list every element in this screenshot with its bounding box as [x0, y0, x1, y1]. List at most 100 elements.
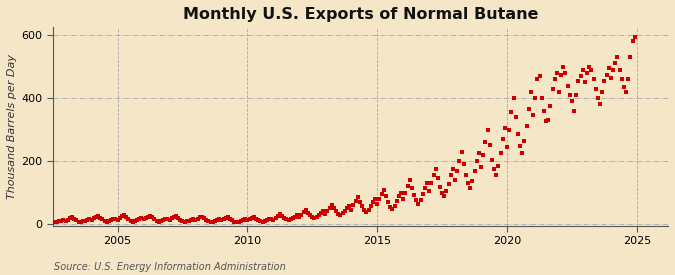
- Point: [279, 216, 290, 220]
- Point: [363, 207, 374, 212]
- Point: [272, 214, 283, 218]
- Point: [136, 216, 146, 221]
- Point: [562, 83, 573, 88]
- Point: [588, 77, 599, 81]
- Point: [227, 218, 238, 222]
- Point: [194, 215, 205, 220]
- Point: [356, 204, 367, 209]
- Point: [76, 220, 86, 224]
- Point: [376, 192, 387, 196]
- Point: [196, 214, 207, 219]
- Point: [286, 217, 296, 221]
- Point: [342, 206, 352, 211]
- Point: [564, 93, 575, 97]
- Point: [413, 201, 424, 206]
- Point: [264, 217, 275, 222]
- Point: [88, 216, 99, 221]
- Point: [268, 218, 279, 222]
- Point: [182, 219, 192, 223]
- Point: [480, 140, 491, 144]
- Point: [504, 127, 514, 132]
- Point: [331, 209, 342, 214]
- Point: [223, 214, 234, 219]
- Point: [381, 194, 392, 199]
- Point: [288, 216, 298, 220]
- Point: [591, 86, 601, 91]
- Point: [47, 220, 58, 224]
- Point: [250, 216, 261, 221]
- Point: [292, 213, 302, 218]
- Point: [404, 178, 415, 182]
- Point: [569, 109, 580, 113]
- Point: [180, 220, 190, 224]
- Point: [123, 217, 134, 221]
- Point: [322, 209, 333, 213]
- Point: [90, 215, 101, 219]
- Point: [275, 212, 286, 216]
- Point: [311, 215, 322, 219]
- Point: [166, 216, 177, 220]
- Point: [138, 217, 149, 222]
- Point: [521, 124, 532, 129]
- Point: [616, 77, 627, 81]
- Point: [354, 200, 365, 204]
- Point: [523, 107, 534, 111]
- Point: [406, 186, 417, 190]
- Point: [346, 207, 356, 212]
- Point: [383, 200, 394, 204]
- Point: [491, 173, 502, 177]
- Point: [95, 216, 106, 220]
- Point: [290, 214, 300, 219]
- Point: [327, 202, 338, 207]
- Point: [478, 153, 489, 157]
- Point: [225, 216, 236, 221]
- Point: [398, 197, 408, 201]
- Point: [130, 219, 140, 223]
- Point: [236, 219, 246, 223]
- Point: [443, 182, 454, 186]
- Point: [283, 218, 294, 222]
- Point: [493, 164, 504, 168]
- Point: [517, 151, 528, 155]
- Point: [261, 218, 272, 222]
- Point: [566, 99, 577, 103]
- Point: [97, 217, 108, 222]
- Point: [51, 220, 62, 224]
- Point: [248, 214, 259, 219]
- Point: [121, 215, 132, 219]
- Point: [348, 203, 359, 207]
- Point: [173, 216, 184, 220]
- Point: [238, 218, 248, 222]
- Point: [352, 195, 363, 199]
- Point: [92, 214, 103, 218]
- Point: [160, 217, 171, 222]
- Point: [302, 211, 313, 215]
- Point: [608, 68, 618, 72]
- Point: [415, 197, 426, 202]
- Point: [389, 204, 400, 208]
- Point: [433, 176, 443, 181]
- Point: [192, 216, 203, 221]
- Point: [106, 218, 117, 222]
- Point: [605, 75, 616, 80]
- Point: [541, 119, 551, 123]
- Point: [506, 110, 517, 114]
- Point: [514, 144, 525, 148]
- Point: [201, 218, 212, 222]
- Point: [234, 219, 244, 224]
- Point: [340, 209, 350, 213]
- Point: [266, 216, 277, 221]
- Point: [313, 213, 324, 218]
- Point: [82, 218, 92, 222]
- Point: [103, 219, 114, 223]
- Point: [309, 216, 320, 221]
- Point: [487, 157, 497, 162]
- Point: [186, 218, 196, 222]
- Point: [454, 159, 465, 163]
- Point: [392, 199, 402, 204]
- Point: [175, 218, 186, 222]
- Point: [437, 191, 448, 196]
- Point: [367, 200, 378, 204]
- Point: [71, 218, 82, 222]
- Point: [573, 79, 584, 83]
